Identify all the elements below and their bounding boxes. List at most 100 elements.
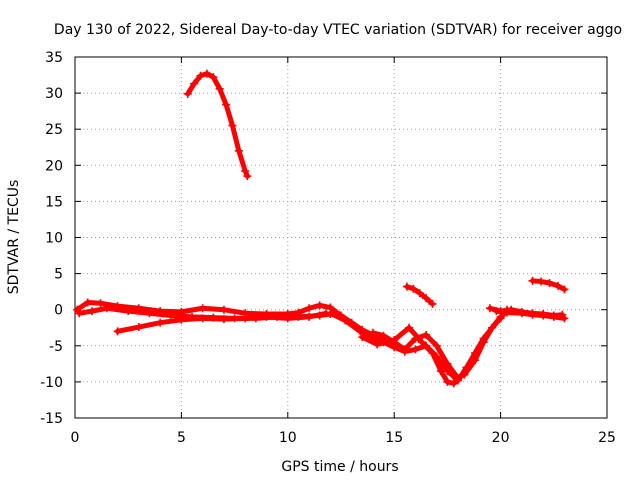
data-point <box>134 323 143 332</box>
data-point <box>209 73 218 82</box>
data-point <box>411 345 420 354</box>
data-point <box>356 327 365 336</box>
data-point <box>177 315 186 324</box>
data-point <box>462 363 471 372</box>
y-axis-label: SDTVAR / TECUs <box>6 180 22 295</box>
data-point <box>166 311 175 320</box>
data-point <box>545 278 554 287</box>
data-layer <box>73 69 569 388</box>
data-point <box>554 281 563 290</box>
data-point <box>437 367 446 376</box>
data-point <box>358 333 367 342</box>
data-point <box>402 282 411 291</box>
data-point <box>368 328 377 337</box>
data-point <box>432 341 441 350</box>
data-point <box>215 84 224 93</box>
data-point <box>113 327 122 336</box>
data-point <box>417 338 426 347</box>
data-point <box>537 277 546 286</box>
data-point <box>488 323 497 332</box>
data-point <box>471 349 480 358</box>
data-point <box>400 345 409 354</box>
y-tick-label: -10 <box>40 375 63 391</box>
x-tick-label: 15 <box>385 430 403 446</box>
data-point <box>558 310 567 319</box>
chart-title: Day 130 of 2022, Sidereal Day-to-day VTE… <box>54 22 622 38</box>
data-point <box>283 314 292 323</box>
x-tick-label: 5 <box>177 430 186 446</box>
data-point <box>196 71 205 80</box>
data-point <box>228 121 237 130</box>
data-point <box>243 172 252 181</box>
y-tick-label: -15 <box>40 411 63 427</box>
series-arc-j <box>402 282 437 308</box>
data-point <box>428 349 437 358</box>
data-point <box>428 299 437 308</box>
data-point <box>326 309 335 318</box>
data-point <box>222 100 231 109</box>
data-point <box>305 312 314 321</box>
data-point <box>315 301 324 310</box>
data-point <box>96 299 105 308</box>
data-point <box>411 334 420 343</box>
data-point <box>454 374 463 383</box>
y-tick-label: 0 <box>54 303 63 319</box>
data-point <box>234 146 243 155</box>
data-point <box>102 304 111 313</box>
data-point <box>83 298 92 307</box>
x-axis-label: GPS time / hours <box>281 459 398 475</box>
series-arc-h <box>485 304 567 320</box>
data-point <box>485 304 494 313</box>
data-point <box>198 304 207 313</box>
data-point <box>449 379 458 388</box>
data-point <box>496 314 505 323</box>
y-tick-label: 5 <box>54 267 63 283</box>
data-point <box>124 307 133 316</box>
data-point <box>88 307 97 316</box>
x-tick-label: 0 <box>71 430 80 446</box>
data-point <box>219 315 228 324</box>
data-point <box>528 309 537 318</box>
y-tick-label: 10 <box>45 231 63 247</box>
x-tick-label: 25 <box>598 430 616 446</box>
data-point <box>198 314 207 323</box>
y-tick-label: 30 <box>45 86 63 102</box>
data-point <box>496 307 505 316</box>
series-arc-i <box>183 69 252 181</box>
data-point <box>507 305 516 314</box>
data-point <box>202 69 211 78</box>
y-tick-label: -5 <box>49 339 63 355</box>
data-point <box>409 284 418 293</box>
data-point <box>443 377 452 386</box>
data-point <box>379 331 388 340</box>
y-tick-label: 35 <box>45 50 63 66</box>
data-point <box>341 316 350 325</box>
series-arc-k <box>528 276 569 294</box>
data-point <box>241 167 250 176</box>
data-point <box>422 330 431 339</box>
data-point <box>528 276 537 285</box>
data-point <box>405 323 414 332</box>
data-point <box>422 294 431 303</box>
x-tick-label: 20 <box>492 430 510 446</box>
data-point <box>262 312 271 321</box>
data-point <box>373 340 382 349</box>
data-point <box>219 305 228 314</box>
y-tick-label: 20 <box>45 158 63 174</box>
grid <box>75 57 607 418</box>
data-point <box>549 311 558 320</box>
data-point <box>415 289 424 298</box>
y-tick-label: 15 <box>45 194 63 210</box>
series-arc-f <box>368 328 463 383</box>
data-point <box>190 79 199 88</box>
data-point <box>156 318 165 327</box>
data-point <box>539 310 548 319</box>
data-point <box>517 307 526 316</box>
data-point <box>305 304 314 313</box>
data-point <box>145 309 154 318</box>
x-tick-label: 10 <box>279 430 297 446</box>
y-tick-label: 25 <box>45 122 63 138</box>
axis-ticks: 0 5 10 15 20 25 -15 -10 -5 0 5 10 15 20 25 30 35 <box>40 50 616 446</box>
data-point <box>443 359 452 368</box>
